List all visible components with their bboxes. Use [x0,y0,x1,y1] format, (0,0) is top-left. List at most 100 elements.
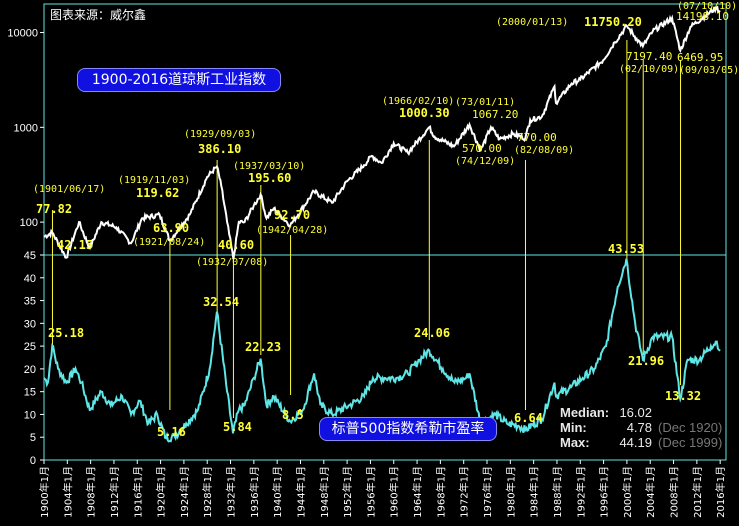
annotation-a1932: (1932/07/08) [196,257,268,268]
cape-y-tick-label: 35 [24,296,36,308]
annotation-a1919: (1919/11/03) [118,175,190,186]
x-tick-label: 1960年1月 [388,466,401,518]
annotation-p1982: 6.64 [514,411,543,425]
stat-max: Max: 44.19 (Dec 1999) [560,435,722,450]
chart-source: 图表来源：威尔鑫 [50,8,147,22]
annotation-a1973v: 1067.20 [472,108,518,121]
annotation-p1932: 5.84 [223,420,252,434]
x-tick-label: 1920年1月 [155,466,168,518]
annotation-a1932v: 40.60 [218,238,254,252]
cape-series-line [43,258,721,443]
cape-stats-box: Median: 16.02 Min: 4.78 (Dec 1920) Max: 44.1… [560,405,722,450]
annotation-a1937v: 195.60 [248,171,291,185]
stat-max-label: Max: [560,435,590,450]
cape-y-tick-label: 40 [24,273,36,285]
stat-min: Min: 4.78 (Dec 1920) [560,420,722,435]
dow-y-tick-label: 10000 [7,28,38,40]
x-tick-label: 1992年1月 [574,466,587,518]
cape-y-tick-label: 10 [24,409,36,421]
annotation-a1974: (74/12/09) [455,156,515,167]
annotation-a1982v: 770.00 [517,131,557,144]
dow-chart-title: 1900-2016道琼斯工业指数 [77,68,281,92]
annotation-a1966v: 1000.30 [399,106,450,120]
x-tick-label: 1984年1月 [528,466,541,518]
cape-y-tick-label: 45 [24,250,36,262]
annotation-a2007v: 14198.10 [676,10,729,23]
stat-min-label: Min: [560,420,587,435]
annotation-a1982: (82/08/09) [514,145,574,156]
x-tick-label: 1964年1月 [411,466,424,518]
x-tick-label: 1912年1月 [108,466,121,518]
annotation-a1901: (1901/06/17) [33,184,105,195]
annotation-a1973: (73/01/11) [455,97,515,108]
annotation-p2002: 21.96 [628,354,664,368]
x-tick-label: 1936年1月 [248,466,261,518]
x-tick-label: 1928年1月 [201,466,214,518]
x-tick-label: 2004年1月 [644,466,657,518]
cape-y-tick-label: 25 [24,341,36,353]
annotation-a1921: (1921/08/24) [133,237,205,248]
x-tick-label: 1948年1月 [318,466,331,518]
annotation-a1942: (1942/04/28) [256,225,328,236]
stat-median: Median: 16.02 [560,405,722,420]
stat-min-value: 4.78 [626,420,652,435]
annotation-p1942: 8.5 [282,408,304,422]
stat-min-note: (Dec 1920) [658,420,723,435]
cape-y-tick-label: 30 [24,318,36,330]
x-tick-label: 1940年1月 [271,466,284,518]
x-tick-label: 2008年1月 [668,466,681,518]
x-tick-label: 2016年1月 [714,466,727,518]
cape-chart-title: 标普500指数希勒市盈率 [319,417,497,441]
annotation-a1942v: 92.70 [274,208,310,222]
annotation-a1966: (1966/02/10) [382,96,454,107]
annotation-p1901: 25.18 [48,326,84,340]
x-tick-label: 1916年1月 [131,466,144,518]
annotation-a2009v: 6469.95 [677,51,723,64]
annotation-a1929v: 386.10 [198,142,241,156]
stat-median-label: Median: [560,405,610,420]
annotation-p1937: 22.23 [245,340,281,354]
annotation-a1903v: 42.15 [57,238,93,252]
annotation-p2000: 43.53 [608,242,644,256]
annotation-a1929: (1929/09/03) [184,129,256,140]
x-tick-label: 1956年1月 [364,466,377,518]
x-tick-label: 1908年1月 [85,466,98,518]
x-tick-label: 1972年1月 [458,466,471,518]
stat-median-value: 16.02 [619,405,652,420]
stat-max-note: (Dec 1999) [658,435,723,450]
dow-series-line [43,5,721,260]
annotation-p2009: 13.32 [665,389,701,403]
dow-y-tick-label: 1000 [14,122,38,134]
x-tick-label: 1980年1月 [504,466,517,518]
annotation-a2002: (02/10/09) [619,64,679,75]
x-tick-label: 1976年1月 [481,466,494,518]
cape-y-tick-label: 5 [30,432,36,444]
annotation-a1919v: 119.62 [136,186,179,200]
annotation-a1974v: 570.00 [462,142,502,155]
annotation-a2002v: 7197.40 [626,50,672,63]
annotation-p1929: 32.54 [203,295,239,309]
x-tick-label: 1924年1月 [178,466,191,518]
annotation-p1966: 24.06 [414,326,450,340]
x-tick-label: 1952年1月 [341,466,354,518]
annotation-a1921v: 63.90 [153,221,189,235]
x-tick-label: 1944年1月 [294,466,307,518]
cape-y-tick-label: 15 [24,387,36,399]
cape-y-tick-label: 0 [30,455,36,467]
annotation-a2000v: 11750.20 [584,15,642,29]
annotation-a1937: (1937/03/10) [233,161,305,172]
annotation-a2000: (2000/01/13) [496,17,568,28]
dow-y-tick-label: 100 [20,217,38,229]
annotation-a2007: (07/10/10) [677,1,737,12]
stat-max-value: 44.19 [619,435,652,450]
x-tick-label: 1900年1月 [38,466,51,518]
plot-frame [43,3,727,461]
annotation-p1921: 5.16 [157,425,186,439]
cape-y-tick-label: 20 [24,364,36,376]
x-tick-label: 1996年1月 [598,466,611,518]
annotation-a2009: (09/03/05) [679,65,739,76]
x-tick-label: 1968年1月 [434,466,447,518]
x-tick-label: 2012年1月 [691,466,704,518]
